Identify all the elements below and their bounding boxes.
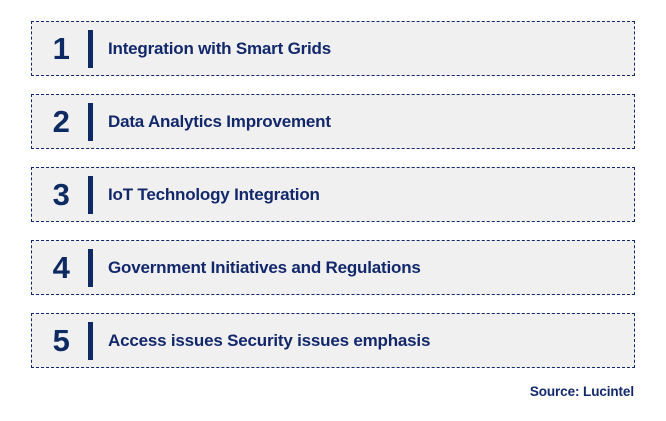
rank-number: 5 <box>52 323 70 358</box>
trend-row[interactable]: 2 Data Analytics Improvement <box>31 94 635 149</box>
vertical-bar-divider <box>88 321 93 360</box>
trend-label: Access issues Security issues emphasis <box>108 330 431 350</box>
trend-label: Government Initiatives and Regulations <box>108 257 421 277</box>
vertical-bar-divider <box>88 102 93 141</box>
vertical-bar-divider <box>88 248 93 287</box>
trend-label: Data Analytics Improvement <box>108 111 331 131</box>
trend-row[interactable]: 5 Access issues Security issues emphasis <box>31 313 635 368</box>
trend-label: IoT Technology Integration <box>108 184 320 204</box>
vertical-bar-divider <box>88 29 93 68</box>
trend-row[interactable]: 4 Government Initiatives and Regulations <box>31 240 635 295</box>
source-attribution: Source: Lucintel <box>529 384 634 399</box>
rank-number: 1 <box>52 31 70 66</box>
rank-number: 3 <box>52 177 70 212</box>
trend-row[interactable]: 1 Integration with Smart Grids <box>31 21 635 76</box>
trend-list: 1 Integration with Smart Grids 2 Data An… <box>31 21 635 368</box>
vertical-bar-divider <box>88 175 93 214</box>
trend-label: Integration with Smart Grids <box>108 38 331 58</box>
rank-number: 2 <box>52 104 70 139</box>
rank-number: 4 <box>52 250 70 285</box>
trend-row[interactable]: 3 IoT Technology Integration <box>31 167 635 222</box>
